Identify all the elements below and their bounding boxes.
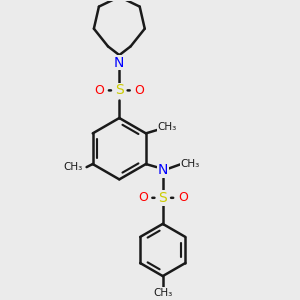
Text: N: N xyxy=(114,56,124,70)
Text: N: N xyxy=(158,163,168,177)
Text: S: S xyxy=(115,83,124,98)
Text: O: O xyxy=(178,191,188,204)
Text: S: S xyxy=(158,191,167,205)
Text: CH₃: CH₃ xyxy=(181,159,200,169)
Text: CH₃: CH₃ xyxy=(63,162,82,172)
Text: O: O xyxy=(134,84,144,97)
Text: O: O xyxy=(138,191,148,204)
Text: CH₃: CH₃ xyxy=(153,288,172,298)
Text: O: O xyxy=(94,84,104,97)
Text: CH₃: CH₃ xyxy=(158,122,177,132)
